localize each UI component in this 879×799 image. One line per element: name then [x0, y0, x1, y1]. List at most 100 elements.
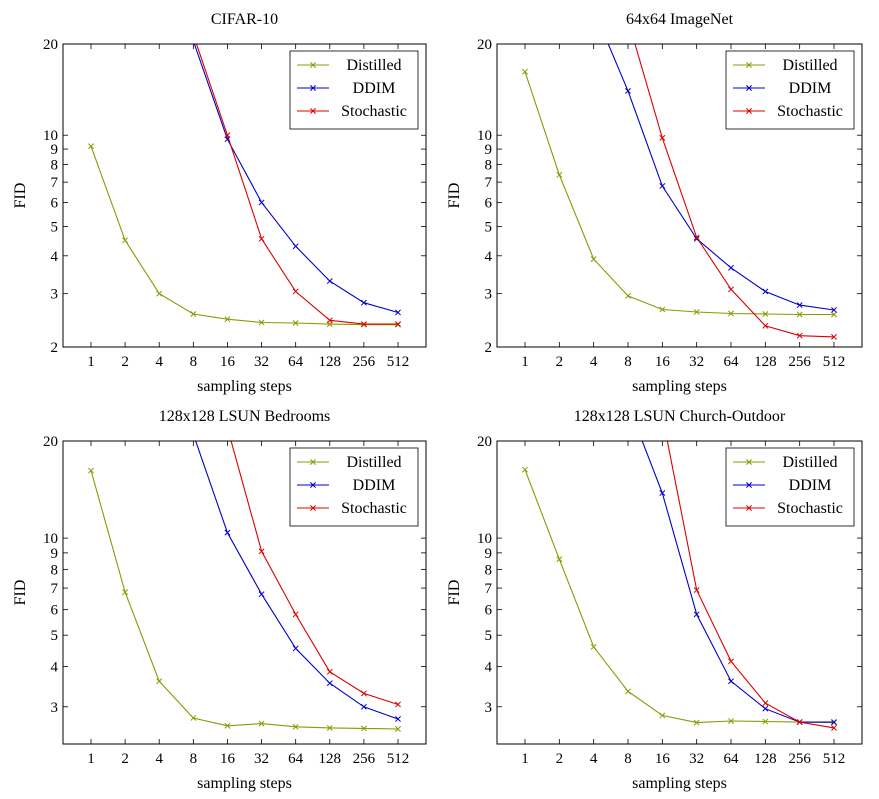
x-tick-label: 32 — [254, 354, 269, 370]
y-tick-label: 5 — [51, 219, 59, 235]
x-tick-label: 128 — [754, 751, 777, 767]
data-point-distilled — [522, 68, 528, 75]
data-point-stochastic — [360, 690, 367, 697]
data-point-stochastic — [326, 317, 333, 324]
data-point-distilled — [522, 466, 528, 473]
y-tick-label: 10 — [477, 531, 492, 547]
data-point-distilled — [762, 718, 769, 725]
x-tick-label: 16 — [655, 751, 671, 767]
x-tick-label: 8 — [624, 751, 632, 767]
y-tick-label: 4 — [51, 659, 59, 675]
x-tick-label: 2 — [121, 751, 129, 767]
x-tick-label: 8 — [190, 354, 198, 370]
legend: Distilled DDIM Stochastic — [289, 50, 419, 130]
series-line-distilled — [90, 470, 399, 730]
legend-label-stochastic: Stochastic — [777, 500, 843, 517]
x-tick-label: 2 — [556, 354, 564, 370]
series-line-distilled — [524, 469, 835, 724]
legend-marker-stochastic — [310, 108, 316, 114]
y-tick-label: 8 — [51, 562, 59, 578]
legend-marker-stochastic — [746, 505, 752, 511]
legend-label-stochastic: Stochastic — [341, 103, 407, 120]
legend-marker-ddim — [746, 482, 752, 488]
data-point-stochastic — [693, 587, 700, 594]
x-axis-label: sampling steps — [197, 775, 292, 792]
y-tick-label: 20 — [477, 434, 492, 450]
x-tick-label: 128 — [319, 751, 342, 767]
data-point-distilled — [326, 724, 333, 731]
x-tick-label: 512 — [387, 751, 410, 767]
plot-frame — [62, 43, 427, 348]
data-point-stochastic — [360, 321, 367, 328]
y-tick-label: 7 — [485, 175, 493, 191]
y-tick-label: 3 — [485, 700, 493, 716]
data-point-stochastic — [831, 333, 837, 340]
data-point-distilled — [224, 316, 231, 323]
y-tick-label: 10 — [43, 531, 58, 547]
legend-label-stochastic: Stochastic — [341, 500, 407, 517]
data-point-ddim — [831, 307, 837, 313]
y-tick-label: 7 — [51, 175, 59, 191]
y-tick-label: 6 — [51, 603, 59, 619]
legend-label-distilled: Distilled — [782, 454, 837, 471]
data-point-distilled — [122, 237, 129, 244]
data-point-distilled — [693, 309, 700, 315]
y-tick-label: 9 — [51, 142, 59, 158]
series-line-ddim — [607, 44, 835, 311]
data-point-stochastic — [762, 700, 769, 707]
x-axis-label: sampling steps — [632, 378, 727, 395]
x-tick-label: 32 — [689, 354, 704, 370]
y-tick-label: 2 — [51, 340, 59, 356]
legend-label-ddim: DDIM — [353, 80, 396, 97]
x-tick-label: 512 — [823, 354, 846, 370]
data-point-stochastic — [326, 668, 333, 675]
data-point-distilled — [88, 143, 94, 150]
data-point-stochastic — [659, 134, 666, 141]
x-tick-label: 16 — [220, 751, 236, 767]
data-point-distilled — [796, 311, 803, 318]
y-tick-label: 4 — [485, 659, 493, 675]
data-point-stochastic — [762, 322, 769, 329]
y-axis-label: FID — [446, 183, 463, 209]
x-tick-label: 256 — [788, 751, 811, 767]
data-point-ddim — [258, 199, 265, 206]
y-tick-label: 6 — [485, 195, 493, 211]
data-point-distilled — [659, 712, 666, 719]
y-tick-label: 4 — [485, 249, 493, 265]
y-tick-label: 8 — [485, 562, 493, 578]
y-axis-label: FID — [446, 580, 463, 606]
data-point-ddim — [693, 235, 700, 242]
x-tick-label: 64 — [288, 354, 304, 370]
y-tick-label: 9 — [51, 546, 59, 562]
data-point-distilled — [762, 311, 769, 317]
data-point-distilled — [556, 171, 563, 178]
y-tick-label: 8 — [51, 158, 59, 174]
data-point-distilled — [258, 319, 265, 326]
y-tick-label: 5 — [51, 628, 59, 644]
data-point-ddim — [625, 87, 631, 94]
x-tick-label: 2 — [556, 751, 564, 767]
data-point-ddim — [762, 705, 769, 712]
y-axis-label: FID — [12, 580, 29, 606]
series-line-stochastic — [666, 441, 835, 729]
data-point-ddim — [728, 264, 734, 271]
x-tick-label: 64 — [724, 751, 740, 767]
y-tick-label: 10 — [43, 128, 58, 144]
data-point-ddim — [728, 678, 734, 685]
chart-title: 128x128 LSUN Church-Outdoor — [574, 408, 786, 425]
plot-frame — [496, 43, 863, 348]
data-point-distilled — [831, 311, 837, 318]
legend-marker-stochastic — [310, 505, 316, 511]
legend-marker-distilled — [746, 459, 752, 465]
data-point-distilled — [556, 556, 563, 563]
legend-marker-ddim — [310, 482, 316, 488]
data-point-ddim — [326, 278, 333, 285]
data-point-distilled — [625, 292, 631, 299]
y-tick-label: 3 — [51, 700, 59, 716]
plot-frame — [62, 440, 427, 745]
data-point-distilled — [224, 722, 231, 729]
legend-marker-distilled — [310, 459, 316, 465]
x-tick-label: 128 — [319, 354, 342, 370]
legend-label-distilled: Distilled — [782, 57, 837, 74]
chart-title: CIFAR-10 — [211, 11, 278, 28]
